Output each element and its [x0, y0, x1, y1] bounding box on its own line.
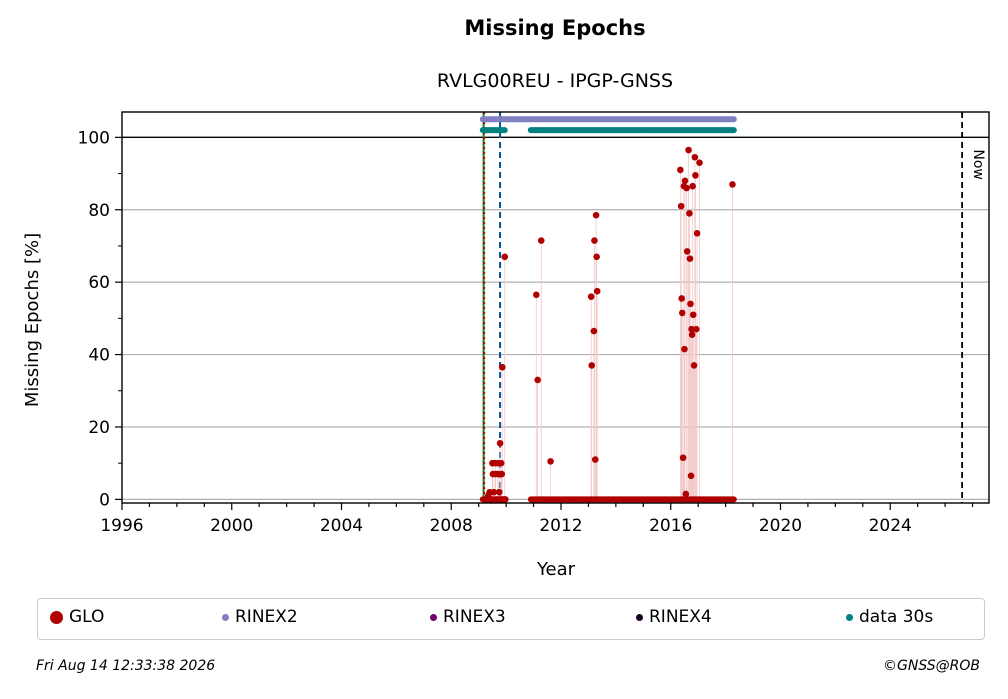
- legend-item-rinex3: RINEX3: [430, 607, 506, 627]
- legend-label: RINEX2: [235, 607, 298, 627]
- glo-point-18: [498, 363, 506, 371]
- footer-copyright: ©GNSS@ROB: [883, 658, 980, 674]
- footer-timestamp: Fri Aug 14 12:33:38 2026: [36, 658, 216, 674]
- glo-point-44: [683, 248, 691, 255]
- glo-point-30: [591, 456, 599, 463]
- y-tick-label-40: 40: [88, 346, 110, 366]
- glo-point-13: [495, 488, 503, 496]
- glo-point-43: [683, 184, 690, 192]
- y-tick-label-20: 20: [88, 418, 110, 438]
- chart-subtitle: RVLG00REU - IPGP-GNSS: [436, 70, 674, 92]
- x-tick-label-2020: 2020: [759, 516, 802, 536]
- glo-point-16: [497, 459, 505, 467]
- legend-label: RINEX4: [649, 607, 712, 627]
- glo-point-29: [591, 237, 598, 244]
- legend-item-data-30s: data 30s: [846, 607, 933, 627]
- glo-point-54: [690, 362, 698, 369]
- y-tick-label-60: 60: [88, 273, 110, 293]
- glo-point-28: [590, 327, 598, 335]
- glo-point-51: [688, 331, 696, 338]
- glo-point-31: [592, 211, 600, 219]
- legend-item-rinex4: RINEX4: [636, 607, 712, 627]
- legend-marker-icon: [50, 610, 63, 624]
- glo-point-60: [729, 181, 736, 188]
- glo-point-34: [677, 166, 684, 174]
- y-axis-label: Missing Epochs [%]: [22, 233, 43, 407]
- legend-label: data 30s: [859, 607, 934, 627]
- glo-point-layer: [479, 146, 737, 503]
- availability-layer: [479, 116, 737, 134]
- y-tick-label-80: 80: [88, 201, 110, 221]
- glo-point-49: [687, 472, 695, 480]
- x-tick-label-2024: 2024: [869, 516, 912, 536]
- glo-point-17: [498, 470, 506, 478]
- glo-point-58: [693, 229, 701, 237]
- legend-item-glo: GLO: [50, 607, 104, 627]
- now-label: Now: [970, 149, 986, 180]
- grid-layer: [122, 136, 989, 500]
- legend-marker-icon: [636, 613, 643, 621]
- glo-point-52: [689, 182, 696, 190]
- glo-point-48: [687, 300, 694, 308]
- legend: GLO RINEX2 RINEX3 RINEX4 data 30s: [37, 598, 985, 640]
- legend-label: RINEX3: [443, 607, 506, 627]
- glo-point-27: [588, 362, 596, 369]
- x-tick-label-2012: 2012: [539, 516, 582, 536]
- legend-marker-icon: [222, 613, 229, 621]
- glo-point-22: [532, 291, 540, 299]
- glo-point-35: [677, 202, 685, 210]
- x-axis-label: Year: [536, 559, 576, 580]
- glo-point-20: [501, 253, 509, 261]
- glo-point-53: [689, 311, 697, 319]
- x-tick-label-1996: 1996: [100, 516, 143, 536]
- glo-point-40: [681, 345, 688, 353]
- glo-point-42: [682, 490, 690, 498]
- glo-point-59: [696, 159, 703, 166]
- glo-point-50: [688, 325, 695, 333]
- glo-point-32: [593, 253, 600, 261]
- glo-point-38: [679, 454, 687, 462]
- glo-point-57: [692, 325, 700, 333]
- chart-title: Missing Epochs: [464, 16, 646, 40]
- legend-label: GLO: [69, 607, 105, 627]
- glo-point-25: [547, 458, 554, 465]
- glo-point-24: [537, 237, 545, 244]
- glo-point-56: [692, 172, 699, 179]
- glo-point-55: [691, 153, 699, 161]
- legend-item-rinex2: RINEX2: [222, 607, 298, 627]
- glo-point-36: [678, 295, 686, 302]
- glo-point-26: [587, 293, 595, 300]
- axis-layer: 1996 2000 2004 2008 2012 2016 2020 2024 0 20 40 60 8…: [78, 111, 990, 536]
- glo-point-45: [685, 146, 692, 154]
- glo-point-14: [496, 439, 504, 447]
- event-line-layer: [482, 112, 964, 503]
- glo-point-41: [681, 177, 689, 185]
- glo-point-37: [678, 309, 686, 317]
- y-tick-label-100: 100: [78, 128, 110, 148]
- plot-frame: [121, 111, 990, 504]
- glo-point-47: [686, 255, 694, 262]
- glo-point-21: [501, 496, 509, 503]
- y-tick-label-0: 0: [99, 490, 110, 510]
- x-tick-label-2016: 2016: [649, 516, 692, 536]
- legend-marker-icon: [430, 613, 437, 621]
- x-tick-label-2004: 2004: [320, 516, 363, 536]
- missing-epochs-chart: 1996 2000 2004 2008 2012 2016 2020 2024 0 20 40 60 8…: [22, 111, 990, 580]
- x-tick-label-2008: 2008: [430, 516, 473, 536]
- glo-point-23: [534, 376, 541, 384]
- glo-point-46: [686, 210, 693, 217]
- glo-point-4: [487, 496, 495, 503]
- x-tick-label-2000: 2000: [210, 516, 253, 536]
- glo-point-33: [593, 287, 601, 295]
- glo-point-7: [490, 488, 498, 496]
- legend-marker-icon: [846, 613, 853, 621]
